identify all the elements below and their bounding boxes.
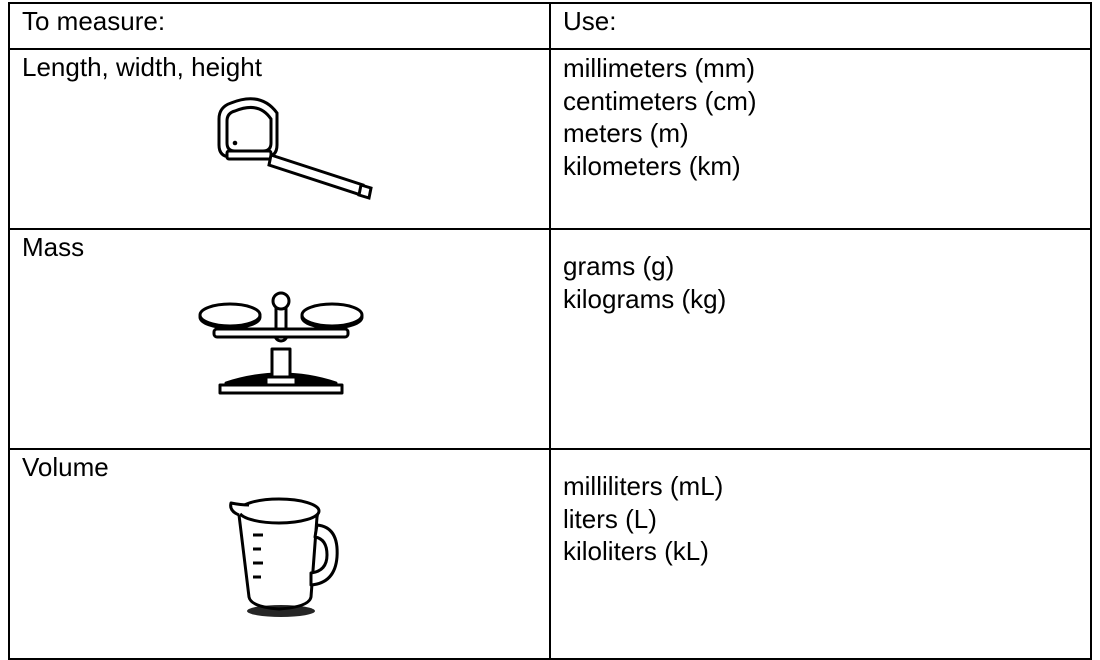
unit-cm: centimeters (cm) [563,85,1080,118]
unit-mm: millimeters (mm) [563,52,1080,85]
topic-label-volume: Volume [22,452,539,483]
row-mass: Mass [9,229,1091,449]
cell-volume-topic: Volume [9,449,550,659]
measurement-reference-card: To measure: Use: Length, width, height [0,0,1100,634]
illustration-mass [22,265,539,405]
table-header-row: To measure: Use: [9,3,1091,49]
unit-kg: kilograms (kg) [563,283,1080,316]
unit-g: grams (g) [563,250,1080,283]
unit-m: meters (m) [563,117,1080,150]
measurement-table: To measure: Use: Length, width, height [8,2,1092,660]
measuring-cup-icon [201,485,361,625]
cell-mass-topic: Mass [9,229,550,449]
unit-ml: milliliters (mL) [563,470,1080,503]
unit-kl: kiloliters (kL) [563,535,1080,568]
header-use: Use: [550,3,1091,49]
tape-measure-icon [181,85,381,200]
illustration-volume [22,485,539,625]
topic-label-length: Length, width, height [22,52,539,83]
cell-volume-units: milliliters (mL) liters (L) kiloliters (… [550,449,1091,659]
unit-l: liters (L) [563,503,1080,536]
illustration-length [22,85,539,200]
topic-label-mass: Mass [22,232,539,263]
header-to-measure: To measure: [9,3,550,49]
cell-length-units: millimeters (mm) centimeters (cm) meters… [550,49,1091,229]
row-length: Length, width, height [9,49,1091,229]
row-volume: Volume [9,449,1091,659]
unit-km: kilometers (km) [563,150,1080,183]
cell-length-topic: Length, width, height [9,49,550,229]
cell-mass-units: grams (g) kilograms (kg) [550,229,1091,449]
balance-scale-icon [186,265,376,405]
